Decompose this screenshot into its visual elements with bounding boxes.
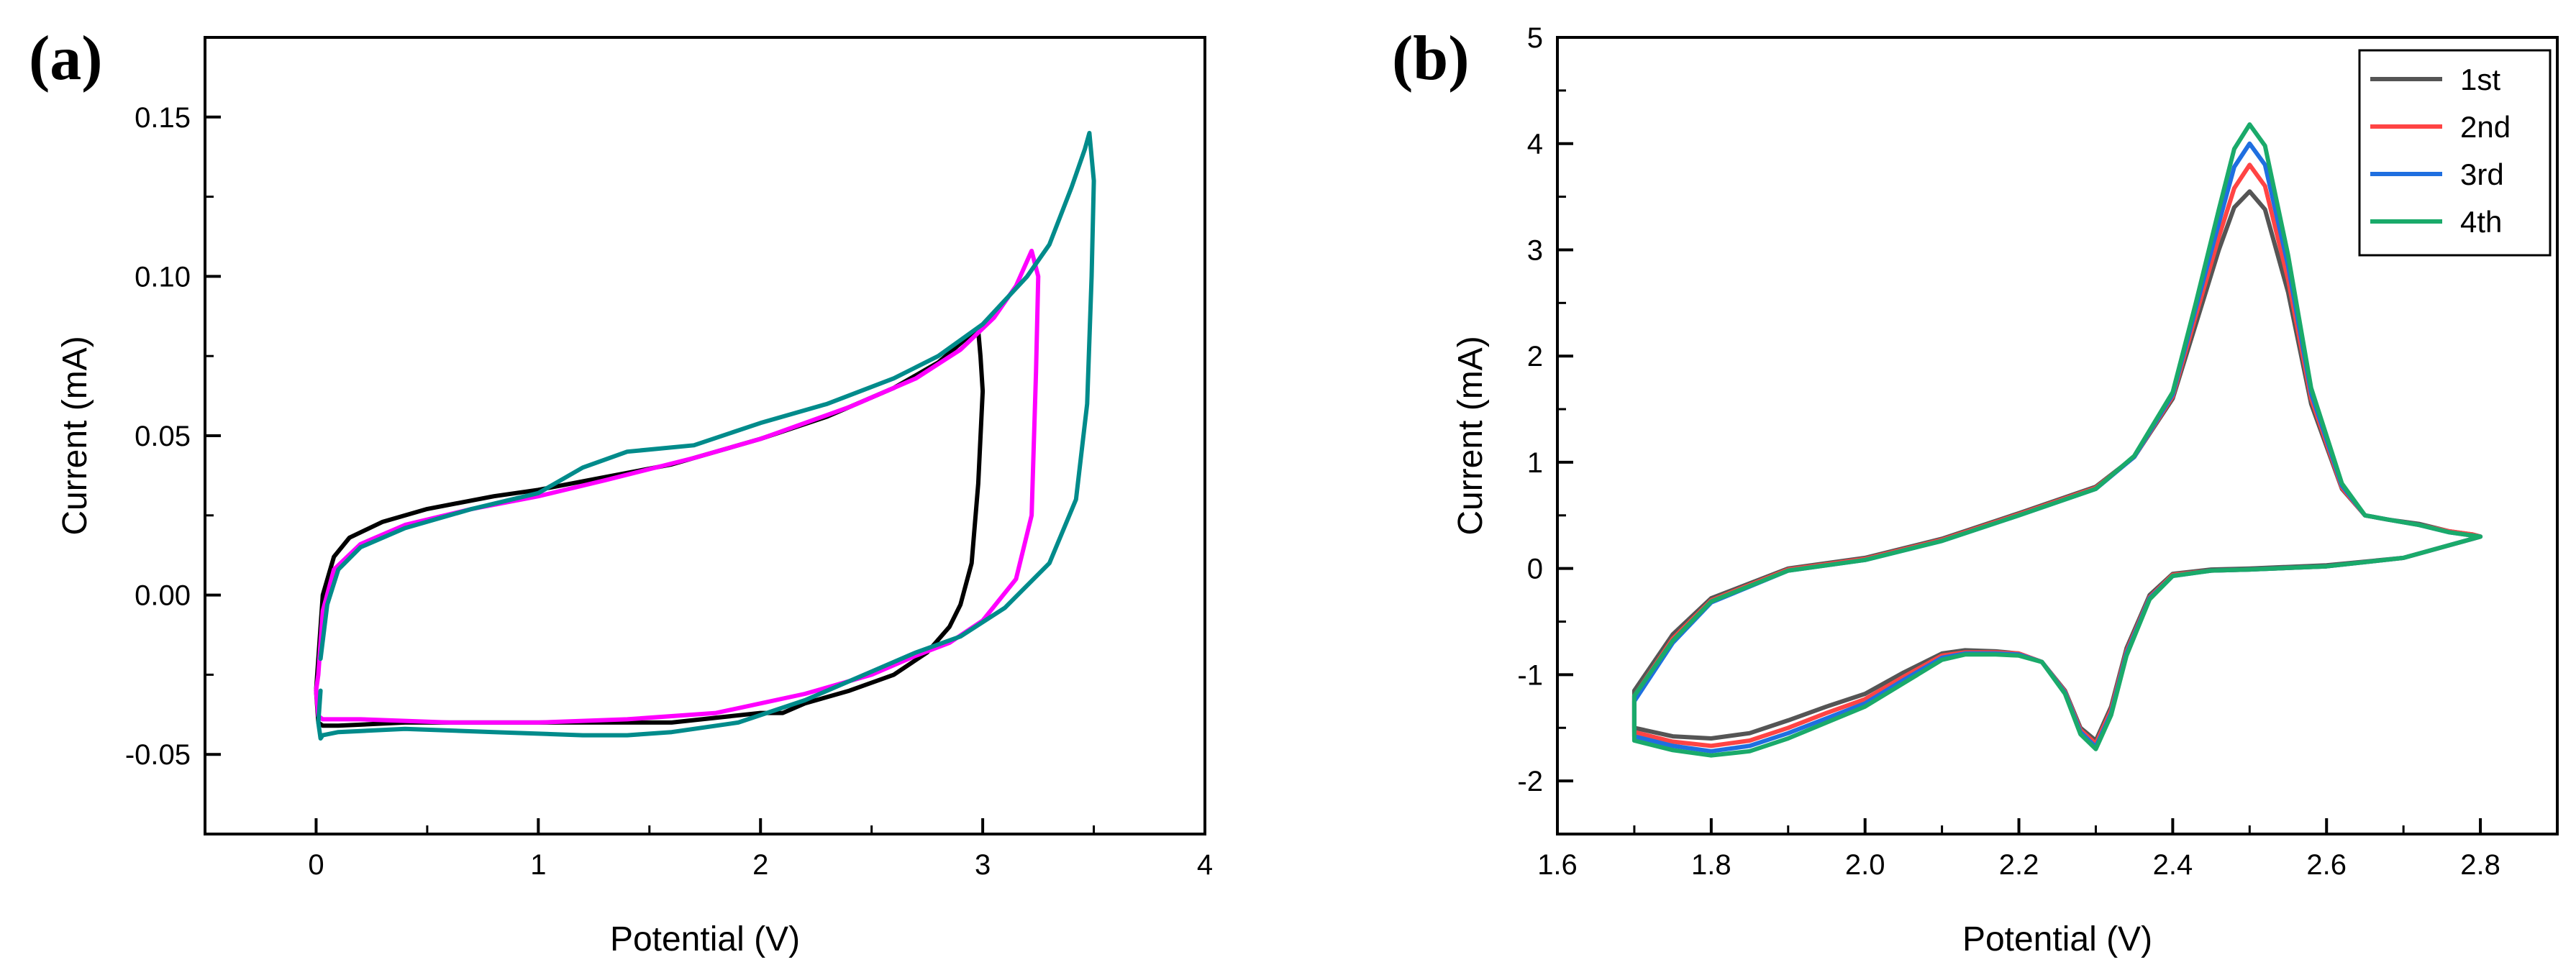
- panel-a-x-tick-label: 2: [752, 849, 768, 881]
- panel-b-label: (b): [1392, 24, 1470, 93]
- panel-b-series-line-4: [1631, 122, 2483, 758]
- panel-b-y-tick-label: 4: [1527, 129, 1543, 160]
- legend-label: 3rd: [2460, 157, 2504, 191]
- panel-a-x-tick-label: 0: [308, 849, 324, 881]
- panel-a-y-tick-label: 0.00: [135, 580, 191, 612]
- panel-b-axis-ticks: 1.6 1.8 2.0 2.2 2.4 2.6 2.8 -2 -1 0 1 2 3 4 5: [1517, 22, 2500, 881]
- panel-a-series-line-3: [316, 131, 1096, 741]
- panel-b-x-axis-title: Potential (V): [1962, 920, 2152, 958]
- panel-b-y-tick-label: 2: [1527, 341, 1543, 372]
- panel-a-chart: (a) 0 1 2 3 4 -0.05 0.00 0.05 0.10 0.15 Potential…: [29, 24, 1213, 958]
- panel-b-x-tick-label: 1.6: [1537, 849, 1578, 881]
- panel-b-x-tick-label: 2.8: [2460, 849, 2500, 881]
- panel-a-axis-ticks: 0 1 2 3 4 -0.05 0.00 0.05 0.10 0.15: [125, 102, 1213, 881]
- panel-b-y-axis-title: Current (mA): [1452, 336, 1490, 535]
- panel-b-y-tick-label: 3: [1527, 234, 1543, 266]
- panel-b-plot-frame: [1556, 36, 2559, 835]
- panel-b-y-tick-label: -2: [1517, 766, 1543, 797]
- panel-a-label: (a): [29, 24, 103, 93]
- panel-a-x-tick-label: 1: [530, 849, 546, 881]
- legend-label: 1st: [2460, 63, 2500, 96]
- legend-label: 4th: [2460, 205, 2502, 239]
- panel-b-series-line-3: [1631, 141, 2483, 754]
- panel-a-y-tick-label: 0.15: [135, 102, 191, 134]
- panel-b-y-tick-label: -1: [1517, 659, 1543, 691]
- panel-a-y-tick-label: 0.10: [135, 261, 191, 293]
- panel-b-x-tick-label: 2.4: [2153, 849, 2193, 881]
- panel-b-chart: (b) 1.6 1.8 2.0 2.2 2.4 2.6 2.8 -2 -1 0 1 2 3 4 5 1st 2…: [1392, 22, 2559, 958]
- panel-a-y-tick-label: 0.05: [135, 421, 191, 452]
- panel-b-series-group: [1631, 122, 2483, 758]
- panel-b-series-line-2: [1631, 162, 2483, 748]
- panel-b-legend: 1st 2nd 3rd 4th: [2358, 49, 2552, 257]
- panel-a-y-tick-label: -0.05: [125, 739, 191, 771]
- panel-b-x-tick-label: 1.8: [1691, 849, 1731, 881]
- panel-b-x-tick-label: 2.2: [1999, 849, 2039, 881]
- panel-b-x-tick-label: 2.0: [1845, 849, 1885, 881]
- panel-a-series-group: [314, 131, 1096, 741]
- panel-a-y-axis-title: Current (mA): [56, 336, 94, 535]
- panel-b-x-tick-label: 2.6: [2306, 849, 2347, 881]
- panel-a-series-line-2: [314, 248, 1041, 725]
- panel-b-y-tick-label: 5: [1527, 22, 1543, 54]
- panel-b-y-tick-label: 1: [1527, 447, 1543, 479]
- panel-b-y-tick-label: 0: [1527, 554, 1543, 585]
- panel-a-x-tick-label: 4: [1197, 849, 1213, 881]
- panel-b-series-line-1: [1631, 189, 2483, 743]
- panel-a-x-axis-title: Potential (V): [610, 920, 800, 958]
- panel-a-x-tick-label: 3: [975, 849, 991, 881]
- legend-label: 2nd: [2460, 110, 2511, 144]
